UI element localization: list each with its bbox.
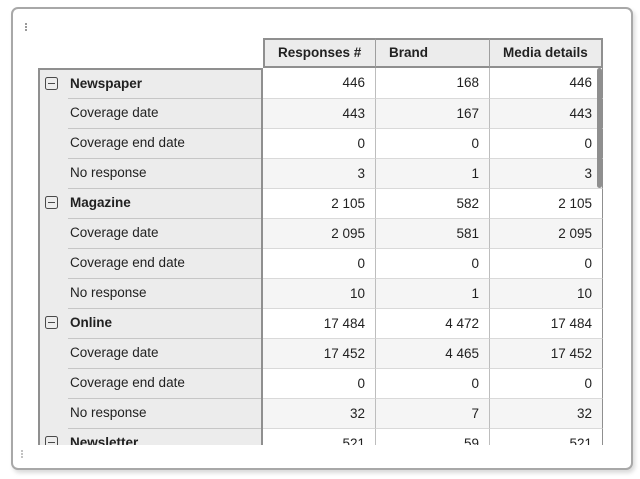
row-label-text: No response xyxy=(70,285,147,301)
pivot-table-grid: Responses # Brand Media details Newspape… xyxy=(38,38,603,445)
row-label-text: No response xyxy=(70,405,147,421)
group-row-label: Magazine xyxy=(38,188,263,218)
value-cell: 0 xyxy=(490,248,603,278)
value-cell: 0 xyxy=(376,368,490,398)
value-cell: 1 xyxy=(376,158,490,188)
sub-row-label: No response xyxy=(38,398,263,428)
value-cell: 443 xyxy=(490,98,603,128)
selection-handle-bottom xyxy=(21,450,23,458)
row-label-text: No response xyxy=(70,165,147,181)
value-cell: 17 452 xyxy=(263,338,376,368)
value-cell: 582 xyxy=(376,188,490,218)
value-cell: 10 xyxy=(263,278,376,308)
pivot-table: Responses # Brand Media details Newspape… xyxy=(38,38,604,445)
sub-row-label: Coverage end date xyxy=(38,368,263,398)
group-row-label: Online xyxy=(38,308,263,338)
column-header-media-details[interactable]: Media details xyxy=(490,38,603,68)
row-label-text: Coverage end date xyxy=(70,135,185,151)
collapse-icon[interactable] xyxy=(45,77,58,90)
value-cell: 1 xyxy=(376,278,490,308)
value-cell: 0 xyxy=(490,368,603,398)
value-cell: 443 xyxy=(263,98,376,128)
row-label-text: Coverage end date xyxy=(70,255,185,271)
sub-row-label: No response xyxy=(38,278,263,308)
value-cell: 2 105 xyxy=(263,188,376,218)
minus-glyph xyxy=(48,201,55,204)
value-cell: 0 xyxy=(490,128,603,158)
group-row-label: Newsletter xyxy=(38,428,263,445)
group-row-label: Newspaper xyxy=(38,68,263,98)
report-page: Responses # Brand Media details Newspape… xyxy=(11,7,633,470)
row-label-text: Coverage end date xyxy=(70,375,185,391)
sub-row-label: Coverage date xyxy=(38,338,263,368)
value-cell: 2 095 xyxy=(490,218,603,248)
value-cell: 0 xyxy=(263,128,376,158)
value-cell: 0 xyxy=(376,248,490,278)
value-cell: 521 xyxy=(490,428,603,445)
value-cell: 4 472 xyxy=(376,308,490,338)
vertical-scrollbar-thumb[interactable] xyxy=(597,68,602,188)
row-label-text: Newspaper xyxy=(70,76,143,92)
value-cell: 10 xyxy=(490,278,603,308)
value-cell: 17 484 xyxy=(263,308,376,338)
sub-row-label: Coverage end date xyxy=(38,128,263,158)
value-cell: 32 xyxy=(263,398,376,428)
sub-row-label: No response xyxy=(38,158,263,188)
value-cell: 59 xyxy=(376,428,490,445)
row-label-text: Coverage date xyxy=(70,105,159,121)
value-cell: 3 xyxy=(490,158,603,188)
row-label-text: Newsletter xyxy=(70,435,139,445)
minus-glyph xyxy=(48,82,55,85)
value-cell: 446 xyxy=(263,68,376,98)
collapse-icon[interactable] xyxy=(45,436,58,445)
value-cell: 521 xyxy=(263,428,376,445)
minus-glyph xyxy=(48,441,55,444)
row-label-text: Online xyxy=(70,315,113,331)
row-label-text: Coverage date xyxy=(70,345,159,361)
value-cell: 3 xyxy=(263,158,376,188)
value-cell: 581 xyxy=(376,218,490,248)
corner-cell xyxy=(38,38,263,68)
value-cell: 17 484 xyxy=(490,308,603,338)
value-cell: 0 xyxy=(263,368,376,398)
sub-row-label: Coverage end date xyxy=(38,248,263,278)
row-label-text: Magazine xyxy=(70,195,131,211)
collapse-icon[interactable] xyxy=(45,316,58,329)
column-header-brand[interactable]: Brand xyxy=(376,38,490,68)
collapse-icon[interactable] xyxy=(45,196,58,209)
value-cell: 0 xyxy=(376,128,490,158)
value-cell: 32 xyxy=(490,398,603,428)
minus-glyph xyxy=(48,321,55,324)
sub-row-label: Coverage date xyxy=(38,98,263,128)
value-cell: 167 xyxy=(376,98,490,128)
value-cell: 168 xyxy=(376,68,490,98)
value-cell: 2 095 xyxy=(263,218,376,248)
sub-row-label: Coverage date xyxy=(38,218,263,248)
row-label-text: Coverage date xyxy=(70,225,159,241)
value-cell: 7 xyxy=(376,398,490,428)
value-cell: 0 xyxy=(263,248,376,278)
value-cell: 4 465 xyxy=(376,338,490,368)
selection-handle-top xyxy=(25,23,27,31)
value-cell: 17 452 xyxy=(490,338,603,368)
column-header-responses[interactable]: Responses # xyxy=(263,38,376,68)
value-cell: 2 105 xyxy=(490,188,603,218)
value-cell: 446 xyxy=(490,68,603,98)
